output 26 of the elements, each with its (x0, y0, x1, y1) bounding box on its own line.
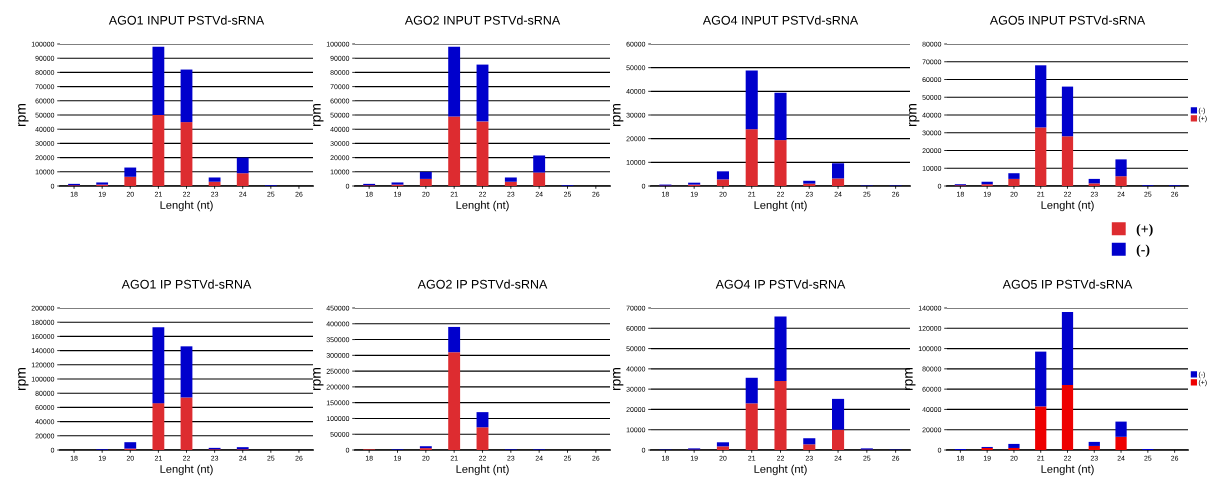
x-axis-title: Lenght (nt) (456, 200, 509, 212)
chart-title: AGO4 INPUT PSTVd-sRNA (702, 15, 859, 25)
chart-title: AGO1 IP PSTVd-sRNA (121, 279, 252, 289)
x-axis-title: Lenght (nt) (754, 464, 807, 476)
y-axis-title: rpm (613, 367, 624, 391)
chart-title: AGO5 INPUT PSTVd-sRNA (989, 15, 1146, 25)
chart-title: AGO1 INPUT PSTVd-sRNA (108, 15, 265, 25)
y-axis-title: rpm (909, 103, 920, 127)
x-axis-title: Lenght (nt) (456, 464, 509, 476)
x-axis-title: Lenght (nt) (1041, 200, 1094, 212)
y-axis-title: rpm (313, 367, 324, 391)
y-axis-title: rpm (18, 367, 29, 391)
y-axis-title: rpm (18, 103, 29, 127)
text: (-) (1136, 244, 1150, 257)
x-axis-title: Lenght (nt) (160, 464, 213, 476)
chart-title: AGO5 IP PSTVd-sRNA (1002, 279, 1133, 289)
x-axis-title: Lenght (nt) (160, 200, 213, 212)
y-axis-title: rpm (613, 103, 624, 127)
y-axis-title: rpm (313, 103, 324, 127)
chart-title: AGO4 IP PSTVd-sRNA (715, 279, 846, 289)
chart-title: AGO2 INPUT PSTVd-sRNA (404, 15, 561, 25)
x-axis-title: Lenght (nt) (1041, 464, 1094, 476)
x-axis-title: Lenght (nt) (754, 200, 807, 212)
chart-title: AGO2 IP PSTVd-sRNA (417, 279, 548, 289)
y-axis-title: rpm (905, 367, 916, 391)
legend-label: (+) (1136, 223, 1153, 237)
